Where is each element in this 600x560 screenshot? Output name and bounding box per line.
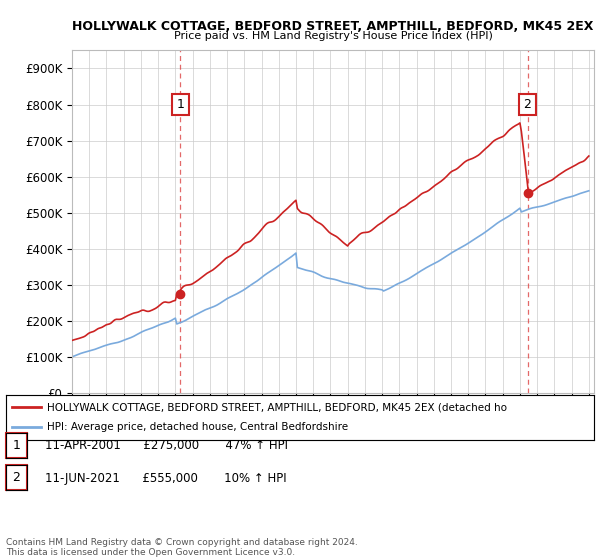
Text: 11-JUN-2021      £555,000       10% ↑ HPI: 11-JUN-2021 £555,000 10% ↑ HPI [45, 472, 287, 485]
Text: 1: 1 [176, 98, 184, 111]
Text: HOLLYWALK COTTAGE, BEDFORD STREET, AMPTHILL, BEDFORD, MK45 2EX: HOLLYWALK COTTAGE, BEDFORD STREET, AMPTH… [73, 20, 593, 32]
Text: 2: 2 [524, 98, 532, 111]
Text: HOLLYWALK COTTAGE, BEDFORD STREET, AMPTHILL, BEDFORD, MK45 2EX (detached ho: HOLLYWALK COTTAGE, BEDFORD STREET, AMPTH… [47, 402, 507, 412]
Text: 1: 1 [13, 438, 20, 452]
Text: Price paid vs. HM Land Registry's House Price Index (HPI): Price paid vs. HM Land Registry's House … [173, 31, 493, 41]
Text: 2: 2 [13, 471, 20, 484]
Text: Contains HM Land Registry data © Crown copyright and database right 2024.
This d: Contains HM Land Registry data © Crown c… [6, 538, 358, 557]
Text: 11-APR-2001      £275,000       47% ↑ HPI: 11-APR-2001 £275,000 47% ↑ HPI [45, 439, 288, 452]
Text: HPI: Average price, detached house, Central Bedfordshire: HPI: Average price, detached house, Cent… [47, 422, 348, 432]
